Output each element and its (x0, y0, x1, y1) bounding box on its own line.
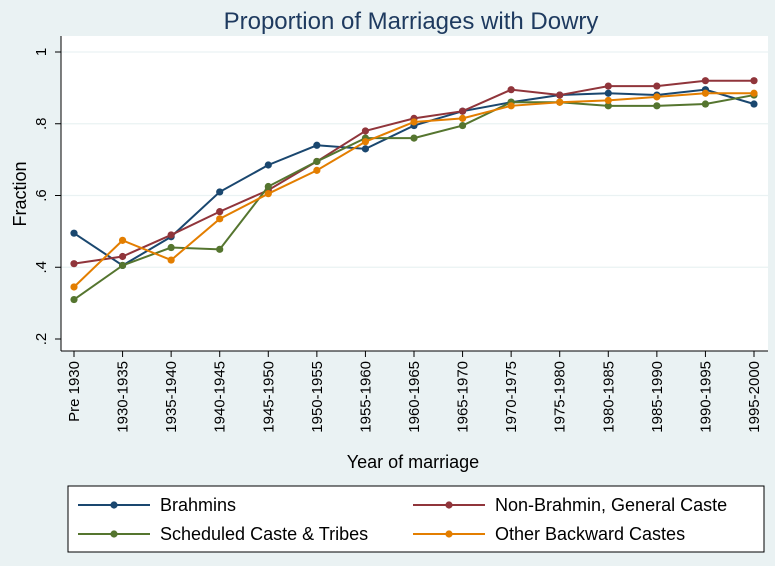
data-point (118, 236, 127, 244)
data-point (216, 188, 224, 196)
data-point (653, 93, 661, 101)
data-point (313, 166, 321, 174)
legend-label: Brahmins (160, 495, 236, 515)
y-axis-title: Fraction (10, 161, 30, 226)
legend-box (67, 485, 765, 553)
x-tick-label: 1950-1955 (309, 361, 326, 433)
data-point (604, 82, 612, 90)
x-axis-title: Year of marriage (347, 452, 479, 472)
data-point (70, 260, 78, 268)
data-point (604, 102, 612, 110)
legend: Brahmins Non-Brahmin, General Caste Schedu… (78, 495, 727, 544)
data-point (653, 82, 661, 90)
x-tick-label: 1990-1995 (697, 361, 714, 433)
data-point (458, 121, 467, 130)
legend-label: Scheduled Caste & Tribes (160, 524, 368, 544)
data-point (70, 229, 78, 237)
y-tick-label: .2 (33, 333, 50, 346)
data-point (167, 243, 175, 252)
data-point (70, 295, 78, 304)
data-point (507, 102, 515, 110)
data-point (264, 161, 272, 169)
x-tick-label: 1935-1940 (163, 361, 180, 433)
data-point (167, 256, 175, 264)
x-tick-label: 1995-2000 (746, 361, 763, 433)
x-tick-label: 1945-1950 (260, 361, 277, 433)
legend-label: Non-Brahmin, General Caste (495, 495, 727, 515)
data-point (410, 118, 418, 126)
data-point (701, 100, 710, 108)
data-point (458, 107, 467, 115)
data-point (70, 283, 78, 291)
data-point (604, 96, 612, 105)
data-point (750, 100, 758, 108)
data-point (701, 89, 710, 97)
y-tick-label: .6 (33, 189, 50, 202)
data-point (313, 141, 321, 149)
plot-area (61, 36, 768, 351)
legend-swatch-marker (110, 530, 118, 538)
series-group (70, 77, 758, 304)
legend-label: Other Backward Castes (495, 524, 685, 544)
data-point (750, 77, 758, 85)
y-tick-label: .8 (33, 117, 50, 130)
chart-title: Proportion of Marriages with Dowry (224, 8, 599, 35)
data-point (458, 114, 467, 122)
data-point (264, 182, 272, 191)
x-tick-label: Pre 1930 (66, 361, 83, 422)
x-tick-label: 1955-1960 (357, 361, 374, 433)
data-point (216, 215, 224, 223)
data-point (556, 91, 564, 99)
data-point (361, 145, 370, 153)
x-tick-label: 1930-1935 (115, 361, 132, 433)
y-axis-ticks: .2 .4 .6 .8 1 (33, 48, 61, 345)
data-point (216, 208, 224, 216)
x-tick-label: 1975-1980 (552, 361, 569, 433)
x-tick-label: 1985-1990 (649, 361, 666, 433)
data-point (507, 86, 515, 94)
data-point (118, 261, 127, 270)
x-tick-label: 1940-1945 (212, 361, 229, 433)
data-point (604, 89, 612, 97)
data-point (410, 134, 418, 142)
x-tick-label: 1960-1965 (406, 361, 423, 433)
x-axis-ticks: Pre 1930 1930-1935 1935-1940 1940-1945 1945-… (66, 351, 763, 433)
data-point (264, 190, 272, 198)
legend-swatch-marker (445, 501, 453, 509)
legend-swatch-marker (445, 530, 453, 538)
data-point (361, 127, 370, 135)
x-tick-label: 1970-1975 (503, 361, 520, 433)
y-tick-label: .4 (33, 261, 50, 274)
data-point (118, 252, 127, 261)
x-tick-label: 1965-1970 (455, 361, 472, 433)
data-point (653, 102, 661, 110)
data-point (361, 138, 370, 146)
data-point (313, 157, 321, 166)
data-point (167, 231, 175, 239)
y-tick-label: 1 (33, 48, 50, 56)
data-point (556, 98, 564, 106)
legend-swatch-marker (110, 501, 118, 509)
data-point (701, 77, 710, 85)
data-point (216, 245, 224, 253)
x-tick-label: 1980-1985 (600, 361, 617, 433)
data-point (750, 89, 758, 97)
